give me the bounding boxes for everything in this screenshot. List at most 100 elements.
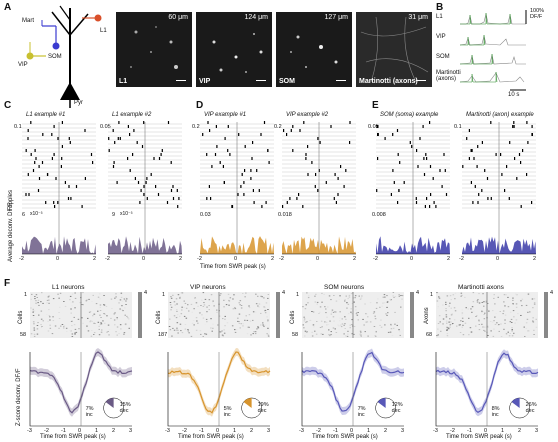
f-xaxis-label: Time from SWR peak (s) xyxy=(178,434,244,440)
heatmap-ytick-top: 1 xyxy=(24,292,28,298)
raster-xtick: 0 xyxy=(316,256,320,262)
raster-title: L1 example #2 xyxy=(112,112,152,118)
label-vip: VIP xyxy=(18,62,28,68)
pie-inc-label: 7% inc xyxy=(85,406,94,418)
micrograph-vip: 124 μm VIP xyxy=(196,12,272,87)
panel-label-d: D xyxy=(196,100,204,111)
f-xtick: -3 xyxy=(27,428,32,434)
trace-scale-y: 100% DF/F xyxy=(530,8,545,20)
pie-inc-label: 7% inc xyxy=(357,406,366,418)
raster-plot xyxy=(462,121,536,255)
pie-inc-label: 8% inc xyxy=(491,406,500,418)
pie-dec-label: 15% dec xyxy=(119,402,131,414)
heatmap-ytick-top: 1 xyxy=(162,292,166,298)
trace-label: Martinotti (axons) xyxy=(436,70,461,82)
raster-xtick: -2 xyxy=(19,256,24,262)
label-l1: L1 xyxy=(100,28,107,34)
heatmap-title: VIP neurons xyxy=(190,284,226,291)
f-xtick: 3 xyxy=(267,428,271,434)
heatmap-ytick-bottom: 58 xyxy=(20,332,27,338)
circuit-schematic xyxy=(26,5,102,108)
scale-bar xyxy=(256,79,266,81)
micrograph-martinotti: 31 μm Martinotti (axons) xyxy=(356,12,432,87)
avg-scale-exp: x10⁻³ xyxy=(120,211,133,217)
scale-bar xyxy=(336,79,346,81)
raster-xtick: -2 xyxy=(105,256,110,262)
f-xtick: 2 xyxy=(250,428,254,434)
f-xtick: 3 xyxy=(535,428,539,434)
heatmap-title: Martinotti axons xyxy=(458,284,504,291)
micrograph-name: Martinotti (axons) xyxy=(359,78,418,85)
raster-xtick: 2 xyxy=(353,256,357,262)
heatmap-ytick-bottom: 187 xyxy=(158,332,168,338)
avg-scale: 6 xyxy=(22,212,26,218)
f-xtick: -1 xyxy=(333,428,338,434)
activity-traces xyxy=(459,10,527,91)
heatmap-rows-label: Cells xyxy=(18,310,24,324)
avg-scale: 0.018 xyxy=(278,212,292,218)
colorbar-top: 4 xyxy=(416,290,420,296)
f-xaxis-label: Time from SWR peak (s) xyxy=(40,434,106,440)
scale-bar xyxy=(176,79,186,81)
micrograph-som: 127 μm SOM xyxy=(276,12,352,87)
f-xtick: 0 xyxy=(350,428,354,434)
raster-title: L1 example #1 xyxy=(26,112,66,118)
panel-label-f: F xyxy=(4,278,11,289)
pie-inc-label: 5% inc xyxy=(223,406,232,418)
raster-plot xyxy=(108,121,182,255)
raster-xlabel: Time from SWR peak (s) xyxy=(200,264,266,270)
trace-label: SOM xyxy=(436,54,450,60)
micrograph-depth: 60 μm xyxy=(168,14,188,21)
f-xtick: 3 xyxy=(129,428,133,434)
f-xaxis-label: Time from SWR peak (s) xyxy=(312,434,378,440)
raster-xtick: 2 xyxy=(271,256,275,262)
raster-xtick: 2 xyxy=(179,256,183,262)
raster-ymax: 0.05 xyxy=(368,124,379,130)
colorbar-top: 4 xyxy=(550,290,554,296)
raster-xtick: 0 xyxy=(56,256,60,262)
avg-scale: 0.03 xyxy=(200,212,211,218)
trace-label: L1 xyxy=(436,14,443,20)
panel-label-e: E xyxy=(372,100,379,111)
micrograph-depth: 124 μm xyxy=(244,14,269,21)
f-xtick: -3 xyxy=(433,428,438,434)
raster-plot xyxy=(22,121,96,255)
raster-plot xyxy=(282,121,356,255)
avg-scale: 9 xyxy=(112,212,116,218)
heatmap-plot xyxy=(301,292,414,427)
raster-title: Martinotti (axon) example xyxy=(466,112,534,118)
panel-label-c: C xyxy=(4,100,12,111)
f-xaxis-label: Time from SWR peak (s) xyxy=(446,434,512,440)
micrograph-texture xyxy=(360,16,429,83)
pie-dec-label: 12% dec xyxy=(391,402,403,414)
raster-ymax: 0.2 xyxy=(192,124,200,130)
f-xtick: -1 xyxy=(61,428,66,434)
f-xtick: 2 xyxy=(518,428,522,434)
f-xtick: -3 xyxy=(165,428,170,434)
heatmap-rows-label: Cells xyxy=(290,310,296,324)
raster-xtick: 0 xyxy=(142,256,146,262)
f-xtick: -3 xyxy=(299,428,304,434)
avg-label: Average deconv. DF/F xyxy=(8,202,14,262)
raster-xtick: 0 xyxy=(234,256,238,262)
f-xtick: 0 xyxy=(78,428,82,434)
heatmap-rows-label: Axons xyxy=(424,307,430,324)
f-xtick: -1 xyxy=(199,428,204,434)
f-xtick: 3 xyxy=(401,428,405,434)
f-xtick: -2 xyxy=(450,428,455,434)
raster-xtick: 0 xyxy=(410,256,414,262)
micrograph-depth: 127 μm xyxy=(324,14,349,21)
pie-dec-label: 19% dec xyxy=(257,402,269,414)
panel-label-a: A xyxy=(4,2,12,13)
raster-ymax: 0.1 xyxy=(454,124,462,130)
f-xtick: -1 xyxy=(467,428,472,434)
raster-plot xyxy=(376,121,450,255)
f-xtick: 0 xyxy=(216,428,220,434)
micrograph-texture xyxy=(130,26,178,69)
label-mart: Mart xyxy=(22,18,34,24)
raster-xtick: -2 xyxy=(279,256,284,262)
heatmap-plot xyxy=(167,292,280,427)
raster-xtick: -2 xyxy=(459,256,464,262)
raster-plot xyxy=(200,121,274,255)
heatmap-rows-label: Cells xyxy=(156,310,162,324)
